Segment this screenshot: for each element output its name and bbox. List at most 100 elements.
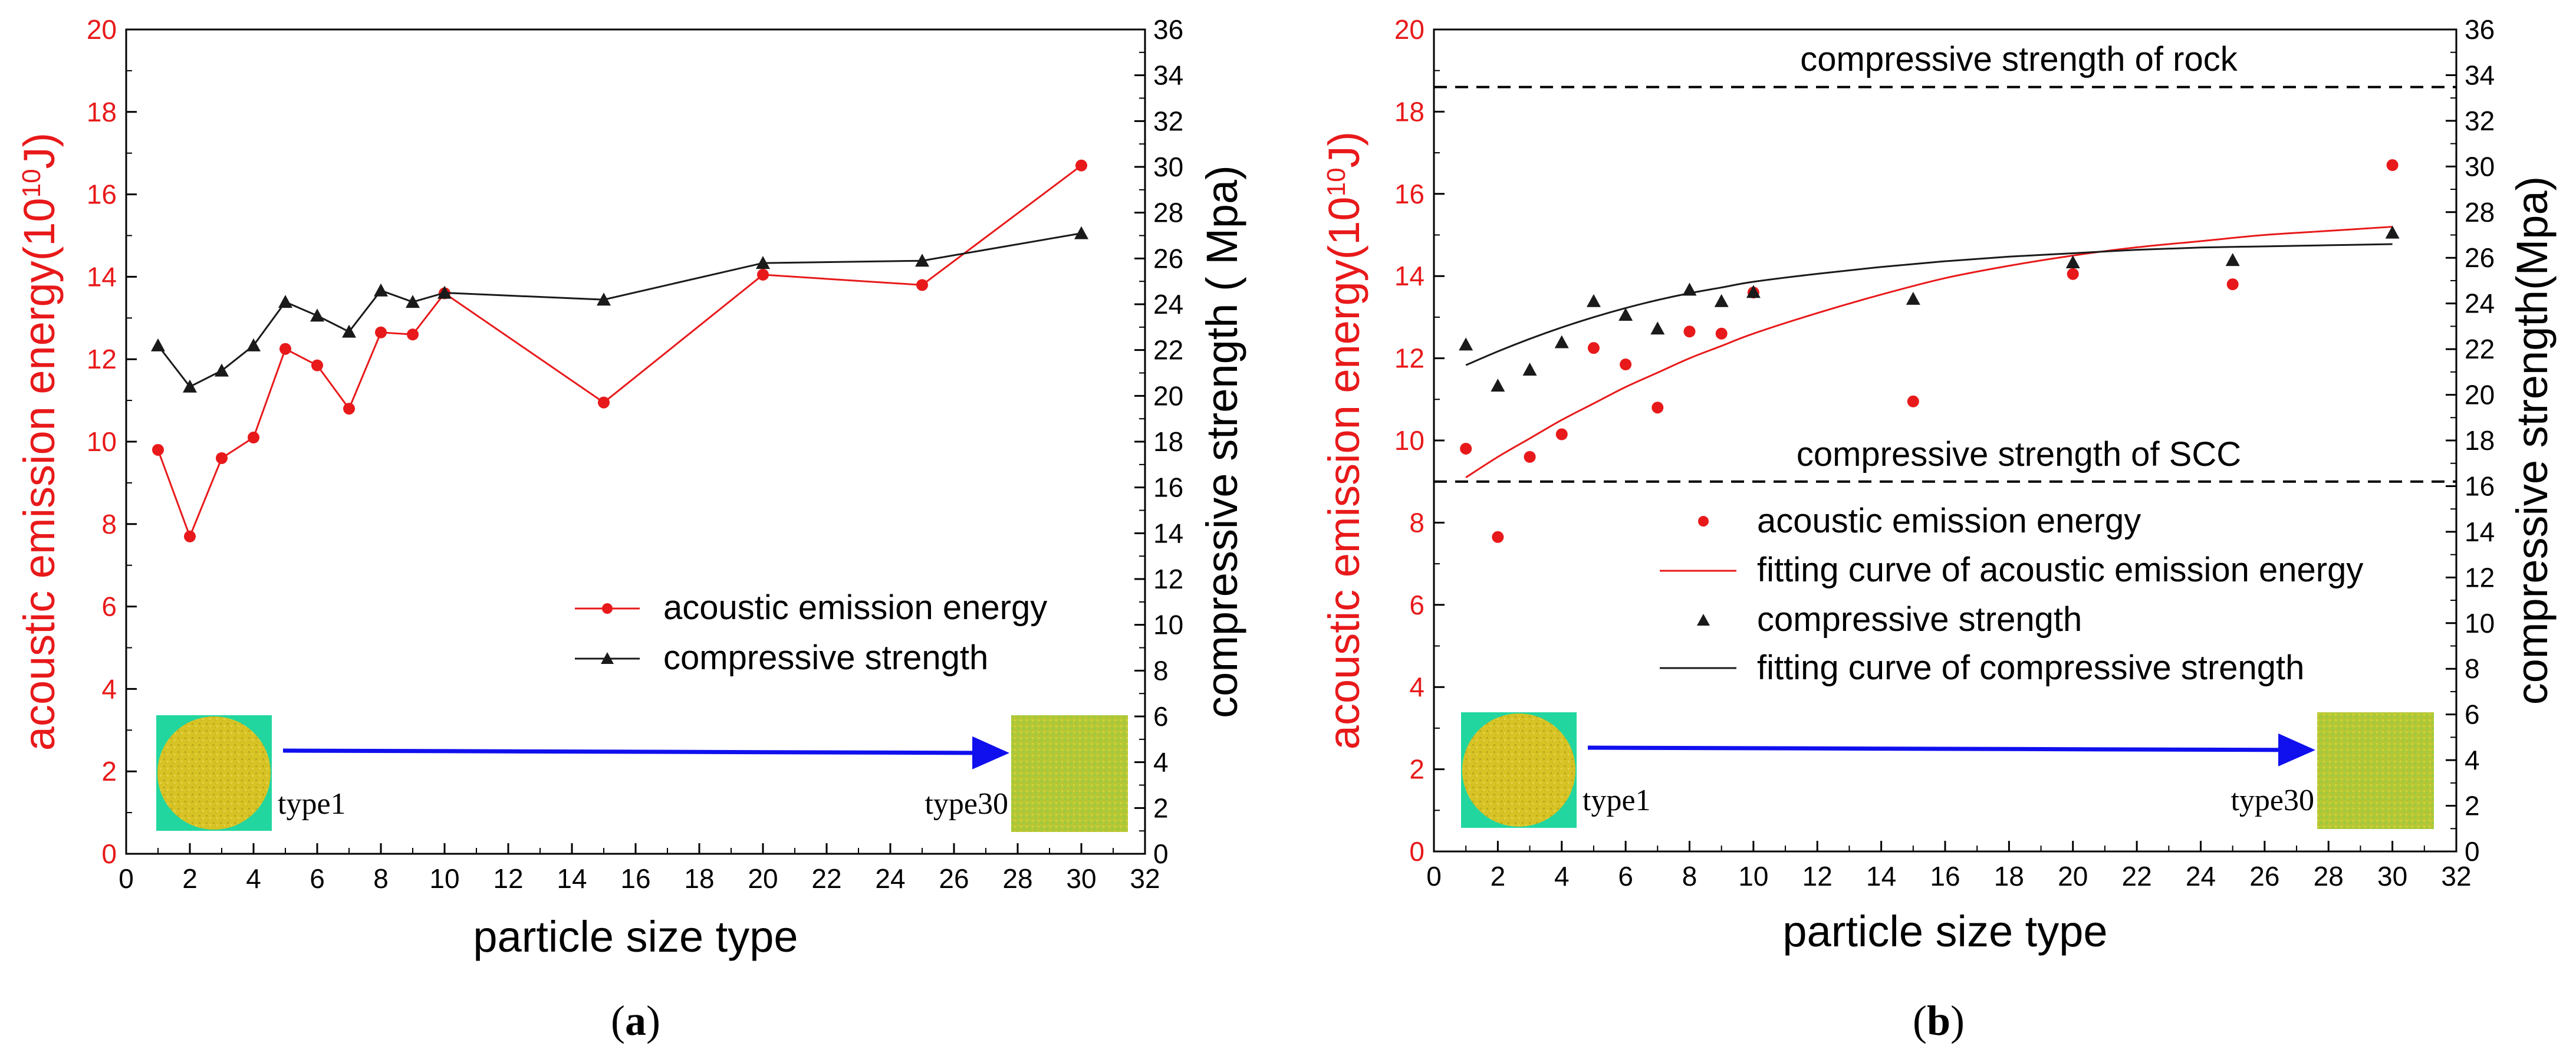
y2-tick-label: 30 <box>1153 152 1183 182</box>
x-tick-label: 20 <box>748 863 778 894</box>
type30-particle-image <box>1011 715 1128 832</box>
point-acoustic-emission-energy <box>375 326 387 338</box>
y2-tick-label: 26 <box>2465 242 2495 273</box>
series-line-fitting-curve-of-compressive-strength <box>1465 243 2393 366</box>
y2-tick-label: 10 <box>2465 608 2495 639</box>
type30-label: type30 <box>2230 784 2314 817</box>
y-tick-label: 0 <box>1409 836 1424 867</box>
y2-tick-label: 4 <box>2465 745 2480 775</box>
rock-strength-note: compressive strength of rock <box>1800 40 2238 78</box>
point-acoustic-emission-energy <box>757 268 769 281</box>
point-acoustic-emission-energy <box>1620 359 1632 371</box>
y2-tick-label: 28 <box>2465 197 2495 228</box>
legend-energy-label: acoustic emission energy <box>1757 502 2141 540</box>
x-tick-label: 24 <box>2186 861 2216 892</box>
x-tick-label: 26 <box>939 863 969 894</box>
point-compressive-strength <box>406 295 420 308</box>
point-acoustic-emission-energy <box>1555 428 1568 440</box>
point-compressive-strength <box>1714 294 1729 307</box>
x-tick-label: 18 <box>1994 861 2024 892</box>
point-compressive-strength <box>1491 379 1505 392</box>
point-compressive-strength <box>183 379 197 393</box>
point-compressive-strength <box>437 285 452 299</box>
y2-axis-label: compressive strength ( Mpa) <box>1197 165 1246 718</box>
type1-label: type1 <box>1583 784 1651 817</box>
series-line-acoustic-emission-energy <box>157 165 1082 539</box>
x-axis-label: particle size type <box>473 912 798 961</box>
x-tick-label: 2 <box>182 863 198 894</box>
x-tick-label: 8 <box>373 863 389 894</box>
y-tick-label: 14 <box>1394 261 1424 291</box>
y-tick-label: 8 <box>101 509 117 540</box>
point-acoustic-emission-energy <box>916 279 928 291</box>
y2-tick-label: 24 <box>2465 288 2495 319</box>
panel-caption: (b) <box>1913 997 1965 1044</box>
y-tick-label: 16 <box>87 179 117 210</box>
y2-tick-label: 30 <box>2465 151 2495 182</box>
y-tick-label: 6 <box>101 591 117 622</box>
y2-tick-label: 0 <box>1153 838 1169 869</box>
axis-ticks: 0 2 4 6 8 10 12 14 16 18 20 22 24 26 28 30 3202468101214… <box>1394 14 2495 892</box>
x-tick-label: 30 <box>2377 861 2407 892</box>
y2-tick-label: 10 <box>1153 610 1183 640</box>
y2-tick-label: 32 <box>1153 106 1183 136</box>
point-compressive-strength <box>374 283 388 297</box>
y2-tick-label: 6 <box>2465 699 2480 730</box>
legend-energy-label: acoustic emission energy <box>663 588 1047 627</box>
legend-energy-fit-label: fitting curve of acoustic emission energ… <box>1757 551 2363 589</box>
type1-label: type1 <box>278 787 346 821</box>
point-acoustic-emission-energy <box>311 359 323 371</box>
point-compressive-strength <box>1554 335 1569 348</box>
point-acoustic-emission-energy <box>1683 325 1696 338</box>
x-tick-label: 10 <box>1738 861 1768 892</box>
point-compressive-strength <box>310 308 324 322</box>
y2-tick-label: 32 <box>2465 106 2495 136</box>
legend-energy-marker <box>602 603 613 614</box>
x-tick-label: 0 <box>1426 861 1442 892</box>
y-tick-label: 2 <box>101 756 117 787</box>
x-tick-label: 28 <box>2314 861 2344 892</box>
legend-strength-marker <box>1697 614 1710 626</box>
y2-tick-label: 12 <box>2465 562 2495 593</box>
y-axis-label: acoustic emission energy(1010J) <box>1320 131 1368 749</box>
point-acoustic-emission-energy <box>1651 402 1664 414</box>
x-tick-label: 32 <box>1130 863 1160 894</box>
x-tick-label: 16 <box>620 863 650 894</box>
y2-tick-label: 22 <box>1153 335 1183 366</box>
type30-particle-image <box>2317 712 2434 829</box>
legend-strength-fit-label: fitting curve of compressive strength <box>1757 649 2304 687</box>
y2-tick-label: 22 <box>2465 334 2495 364</box>
y2-tick-label: 2 <box>1153 792 1169 823</box>
series-line-compressive-strength <box>157 232 1082 388</box>
y2-tick-label: 8 <box>1153 655 1169 686</box>
y2-tick-label: 4 <box>1153 747 1169 778</box>
legend-strength-label: compressive strength <box>663 639 988 677</box>
y-tick-label: 14 <box>87 261 117 292</box>
x-tick-label: 6 <box>1618 861 1633 892</box>
data-marks <box>1434 85 2456 543</box>
x-tick-label: 8 <box>1682 861 1697 892</box>
data-marks <box>151 159 1088 542</box>
y-tick-label: 20 <box>87 14 117 45</box>
point-acoustic-emission-energy <box>184 530 196 542</box>
y2-tick-label: 28 <box>1153 198 1183 228</box>
y-axis-label: acoustic emission energy(1010J) <box>15 133 64 751</box>
x-tick-label: 24 <box>875 863 905 894</box>
point-compressive-strength <box>2385 225 2400 239</box>
point-compressive-strength <box>1586 294 1601 307</box>
point-compressive-strength <box>1650 321 1665 335</box>
type1-particle-image <box>1462 713 1575 827</box>
y2-tick-label: 24 <box>1153 289 1183 320</box>
plot-frame <box>125 28 1146 855</box>
point-compressive-strength <box>756 256 770 269</box>
x-tick-label: 4 <box>1554 861 1570 892</box>
type30-label: type30 <box>925 787 1008 821</box>
x-tick-label: 16 <box>1930 861 1960 892</box>
y-tick-label: 12 <box>87 344 117 374</box>
point-compressive-strength <box>1618 308 1633 321</box>
point-acoustic-emission-energy <box>407 328 419 341</box>
type1-particle-image <box>157 716 271 830</box>
legend-strength-marker <box>601 652 614 664</box>
point-compressive-strength <box>246 338 261 351</box>
